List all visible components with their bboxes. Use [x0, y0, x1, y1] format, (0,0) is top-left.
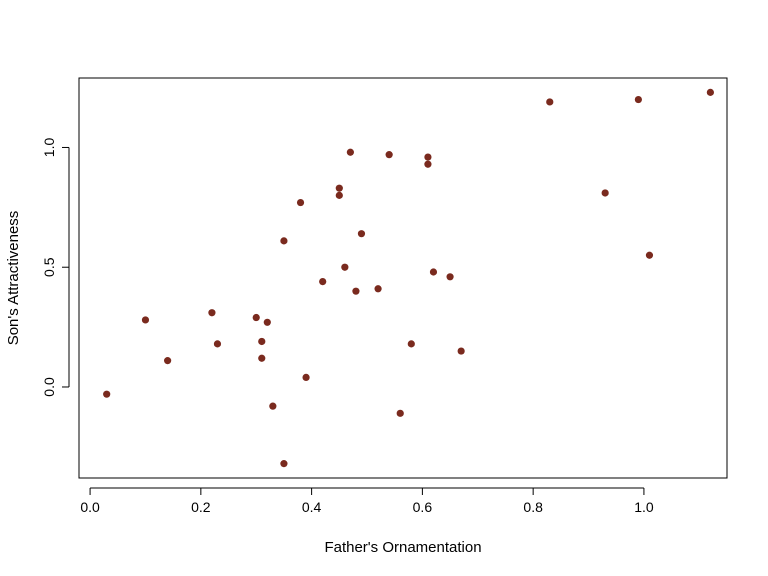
- data-point: [296, 198, 305, 207]
- data-point: [546, 98, 554, 106]
- data-point: [357, 230, 366, 238]
- data-point: [335, 191, 343, 199]
- data-point: [374, 285, 382, 293]
- data-point: [352, 287, 360, 295]
- data-point: [407, 340, 415, 348]
- x-axis: 0.0 0.2 0.4 0.6 0.8 1.0: [80, 487, 654, 515]
- data-point: [280, 460, 288, 468]
- data-point: [446, 273, 454, 281]
- data-point: [396, 409, 404, 417]
- data-point: [258, 354, 266, 362]
- x-tick-label: 1.0: [634, 499, 654, 515]
- data-point: [319, 277, 327, 286]
- data-point: [429, 268, 438, 276]
- data-point: [269, 402, 277, 410]
- y-tick-label: 0.5: [41, 257, 57, 277]
- data-points: [103, 88, 714, 468]
- data-point: [213, 340, 222, 348]
- data-point: [258, 337, 266, 346]
- x-axis-title: Father's Ornamentation: [324, 539, 481, 556]
- data-point: [164, 357, 172, 365]
- data-point: [457, 347, 465, 355]
- data-point: [424, 160, 432, 168]
- data-point: [302, 373, 310, 382]
- data-point: [601, 189, 609, 197]
- data-point: [280, 237, 288, 245]
- data-point: [341, 263, 349, 271]
- data-point: [141, 316, 150, 324]
- data-point: [252, 313, 260, 322]
- data-point: [645, 251, 654, 259]
- y-tick-label: 0.0: [41, 377, 57, 397]
- data-point: [634, 95, 642, 104]
- x-tick-label: 0.2: [191, 499, 211, 515]
- plot-frame: [78, 77, 728, 479]
- data-point: [103, 390, 111, 398]
- x-tick-label: 0.8: [523, 499, 543, 515]
- data-point: [385, 151, 393, 159]
- data-point: [706, 88, 714, 96]
- x-tick-label: 0.0: [80, 499, 100, 515]
- data-point: [335, 184, 343, 192]
- data-point: [263, 318, 271, 326]
- data-point: [208, 309, 216, 317]
- data-point: [424, 153, 432, 161]
- data-point: [346, 148, 354, 156]
- x-tick-label: 0.4: [302, 499, 322, 515]
- y-axis-title: Son's Attractiveness: [5, 211, 22, 346]
- y-axis: 0.0 0.5 1.0: [41, 138, 70, 397]
- x-tick-label: 0.6: [413, 499, 433, 515]
- y-tick-label: 1.0: [41, 138, 57, 158]
